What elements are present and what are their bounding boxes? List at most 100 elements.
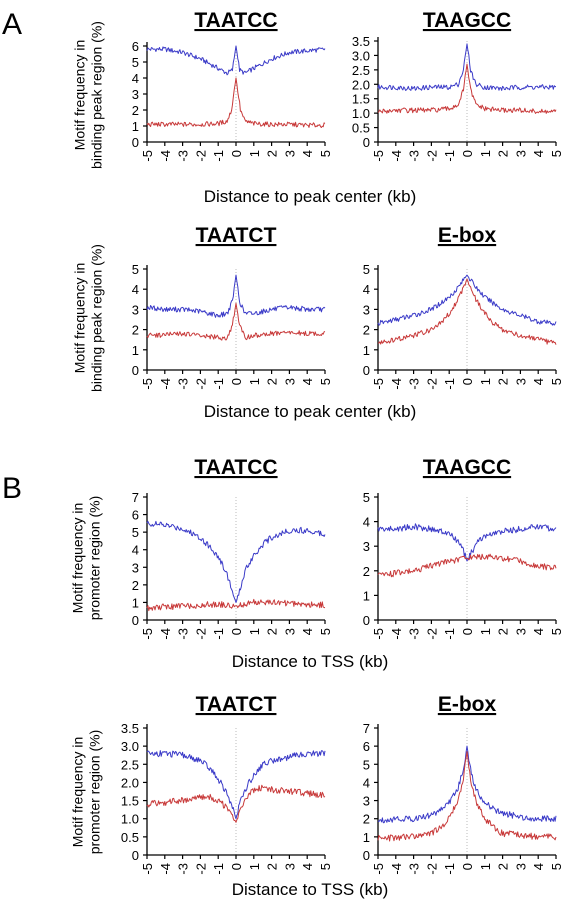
x-tick-label: -3 [407,150,422,162]
xlabel-a-row1: Distance to peak center (kb) [204,187,417,206]
y-tick-label: 5 [132,262,139,277]
panel-letter-a: A [2,8,22,41]
series-line-blue [377,523,557,562]
x-tick-label: -4 [389,150,404,162]
series-line-red [377,553,557,578]
x-tick-label: -5 [140,150,155,162]
x-tick-label: -3 [407,863,422,875]
x-tick-label: -3 [176,150,191,162]
y-axis-label-line: promoter region (%) [86,496,102,621]
y-axis-label-line: Motif frequency in [70,737,86,848]
y-axis-label-line: binding peak region (%) [88,21,104,169]
y-tick-label: 4 [363,282,370,297]
x-tick-label: 1 [247,628,262,635]
series-line-blue [146,520,326,603]
y-axis-label-line: promoter region (%) [86,730,102,855]
x-tick-label: -4 [158,378,173,390]
x-tick-label: -3 [176,863,191,875]
y-tick-label: 1.5 [121,794,139,809]
y-tick-label: 5 [363,262,370,277]
y-axis-label-line: Motif frequency in [72,263,88,374]
x-tick-label: -3 [407,628,422,640]
y-tick-label: 1 [363,830,370,845]
x-tick-label: 1 [478,150,493,157]
y-tick-label: 3.0 [352,48,370,63]
x-tick-label: 5 [318,150,333,157]
chart-title: TAATCT [196,693,277,716]
x-tick-label: 3 [513,378,528,385]
y-tick-label: 0 [132,135,139,150]
series-line-red [377,751,557,842]
y-axis-label-2: Motif frequency inbinding peak region (%… [72,244,105,392]
x-tick-label: -2 [193,628,208,640]
x-tick-label: 5 [549,378,564,385]
y-tick-label: 4 [132,543,139,558]
y-axis-label-3: Motif frequency inpromoter region (%) [70,496,103,621]
x-tick-label: 4 [531,628,546,635]
x-tick-label: 4 [531,863,546,870]
y-tick-label: 2.0 [352,77,370,92]
series-line-blue [377,43,556,91]
x-tick-label: -1 [211,150,226,162]
y-tick-label: 2.5 [121,757,139,772]
x-tick-label: -2 [424,150,439,162]
y-tick-label: 4 [363,515,370,530]
x-tick-label: -4 [389,628,404,640]
x-tick-label: -4 [158,150,173,162]
y-tick-label: 0 [132,848,139,863]
y-tick-label: 2 [132,323,139,338]
x-tick-label: 0 [460,150,475,157]
x-tick-label: 2 [496,628,511,635]
x-tick-label: 5 [549,150,564,157]
x-tick-label: 4 [300,378,315,385]
x-tick-label: 2 [496,378,511,385]
y-tick-label: 2 [363,812,370,827]
x-tick-label: -3 [176,628,191,640]
series-line-blue [377,274,557,326]
x-tick-label: -2 [193,150,208,162]
x-tick-label: -4 [158,863,173,875]
y-tick-label: 3.0 [121,739,139,754]
x-tick-label: -5 [371,628,386,640]
x-tick-label: 0 [460,378,475,385]
y-tick-label: 3.5 [121,721,139,736]
y-tick-label: 5 [132,525,139,540]
x-tick-label: 0 [460,628,475,635]
x-tick-label: -1 [211,628,226,640]
y-tick-label: 4 [363,775,370,790]
x-tick-label: 5 [318,628,333,635]
y-tick-label: 5 [363,490,370,505]
y-tick-label: 1 [132,119,139,134]
x-tick-label: -5 [140,378,155,390]
x-tick-label: -1 [442,378,457,390]
y-tick-label: 2 [132,578,139,593]
y-tick-label: 7 [132,490,139,505]
x-tick-label: 2 [496,150,511,157]
x-tick-label: -3 [407,378,422,390]
x-tick-label: -1 [442,628,457,640]
y-tick-label: 2 [363,323,370,338]
y-tick-label: 5 [363,757,370,772]
y-tick-label: 3 [363,302,370,317]
series-line-red [146,302,326,341]
y-tick-label: 1.5 [352,92,370,107]
y-axis-label-4: Motif frequency inpromoter region (%) [70,730,103,855]
y-tick-label: 3.5 [352,34,370,49]
x-tick-label: 3 [282,628,297,635]
x-tick-label: -5 [371,863,386,875]
x-tick-label: 2 [265,863,280,870]
panel-letter-b: B [2,472,22,505]
x-tick-label: -5 [371,150,386,162]
y-tick-label: 6 [132,508,139,523]
y-tick-label: 3 [363,539,370,554]
y-axis-label-line: Motif frequency in [72,40,88,151]
xlabel-b-row1: Distance to TSS (kb) [232,652,389,671]
series-line-red [377,63,557,114]
y-tick-label: 3 [132,302,139,317]
x-tick-label: 1 [478,628,493,635]
y-axis-label-line: Motif frequency in [70,503,86,614]
x-tick-label: 0 [460,863,475,870]
